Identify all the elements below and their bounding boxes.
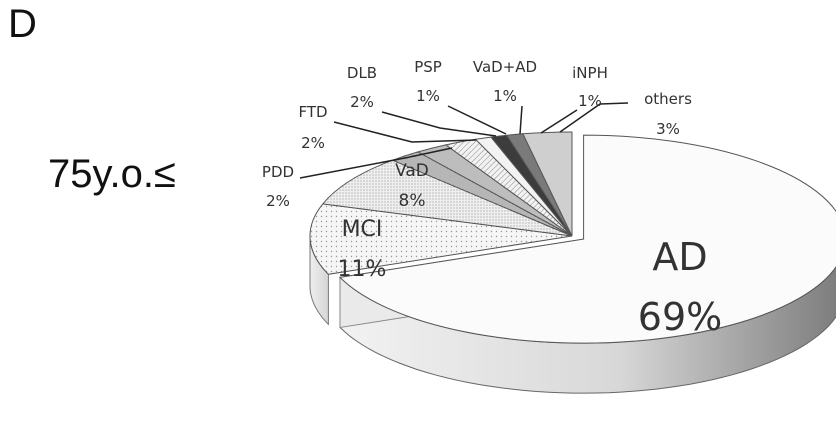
label-pdd: PDD xyxy=(262,163,294,181)
age-group-label: 75y.o.≤ xyxy=(48,152,176,196)
value-psp: 1% xyxy=(416,87,440,105)
value-ftd: 2% xyxy=(301,134,325,152)
leader-line-ftd xyxy=(333,121,477,143)
value-mci: 11% xyxy=(338,257,387,282)
label-inph: iNPH xyxy=(572,64,608,82)
value-vad: 8% xyxy=(399,191,426,211)
label-ftd: FTD xyxy=(298,103,327,121)
label-dlb: DLB xyxy=(347,64,377,82)
value-vad-ad: 1% xyxy=(493,87,517,105)
leader-line-others xyxy=(559,102,629,133)
leader-line-pdd xyxy=(299,147,453,179)
slice-others xyxy=(522,131,573,237)
slice-mci xyxy=(309,203,573,275)
value-ad: 69% xyxy=(638,295,722,339)
value-inph: 1% xyxy=(578,92,602,110)
label-others: others xyxy=(644,90,692,108)
label-psp: PSP xyxy=(414,58,442,76)
leader-line-dlb xyxy=(381,111,497,137)
label-vad-ad: VaD+AD xyxy=(473,58,537,76)
value-pdd: 2% xyxy=(266,192,290,210)
leader-line-vad-ad xyxy=(519,105,523,135)
label-ad: AD xyxy=(652,235,707,279)
leader-line-inph xyxy=(540,109,578,134)
panel-letter: D xyxy=(8,2,37,46)
value-dlb: 2% xyxy=(350,93,374,111)
slice-ad xyxy=(338,134,836,344)
value-others: 3% xyxy=(656,120,680,138)
label-mci: MCI xyxy=(342,217,383,242)
leader-line-psp xyxy=(447,105,507,135)
label-vad: VaD xyxy=(395,161,429,181)
